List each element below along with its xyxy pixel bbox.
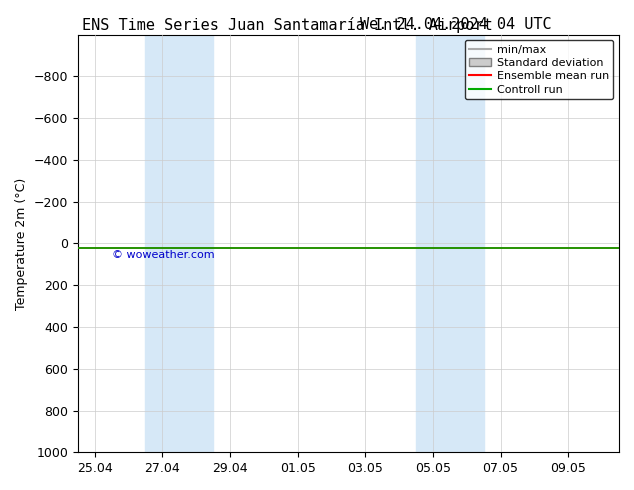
Bar xyxy=(145,35,213,452)
Text: We. 24.04.2024 04 UTC: We. 24.04.2024 04 UTC xyxy=(360,17,552,32)
Legend: min/max, Standard deviation, Ensemble mean run, Controll run: min/max, Standard deviation, Ensemble me… xyxy=(465,40,614,99)
Text: © woweather.com: © woweather.com xyxy=(112,250,214,260)
Bar xyxy=(416,35,484,452)
Y-axis label: Temperature 2m (°C): Temperature 2m (°C) xyxy=(15,177,28,310)
Text: ENS Time Series Juan Santamaría Intl. Airport: ENS Time Series Juan Santamaría Intl. Ai… xyxy=(82,17,493,33)
